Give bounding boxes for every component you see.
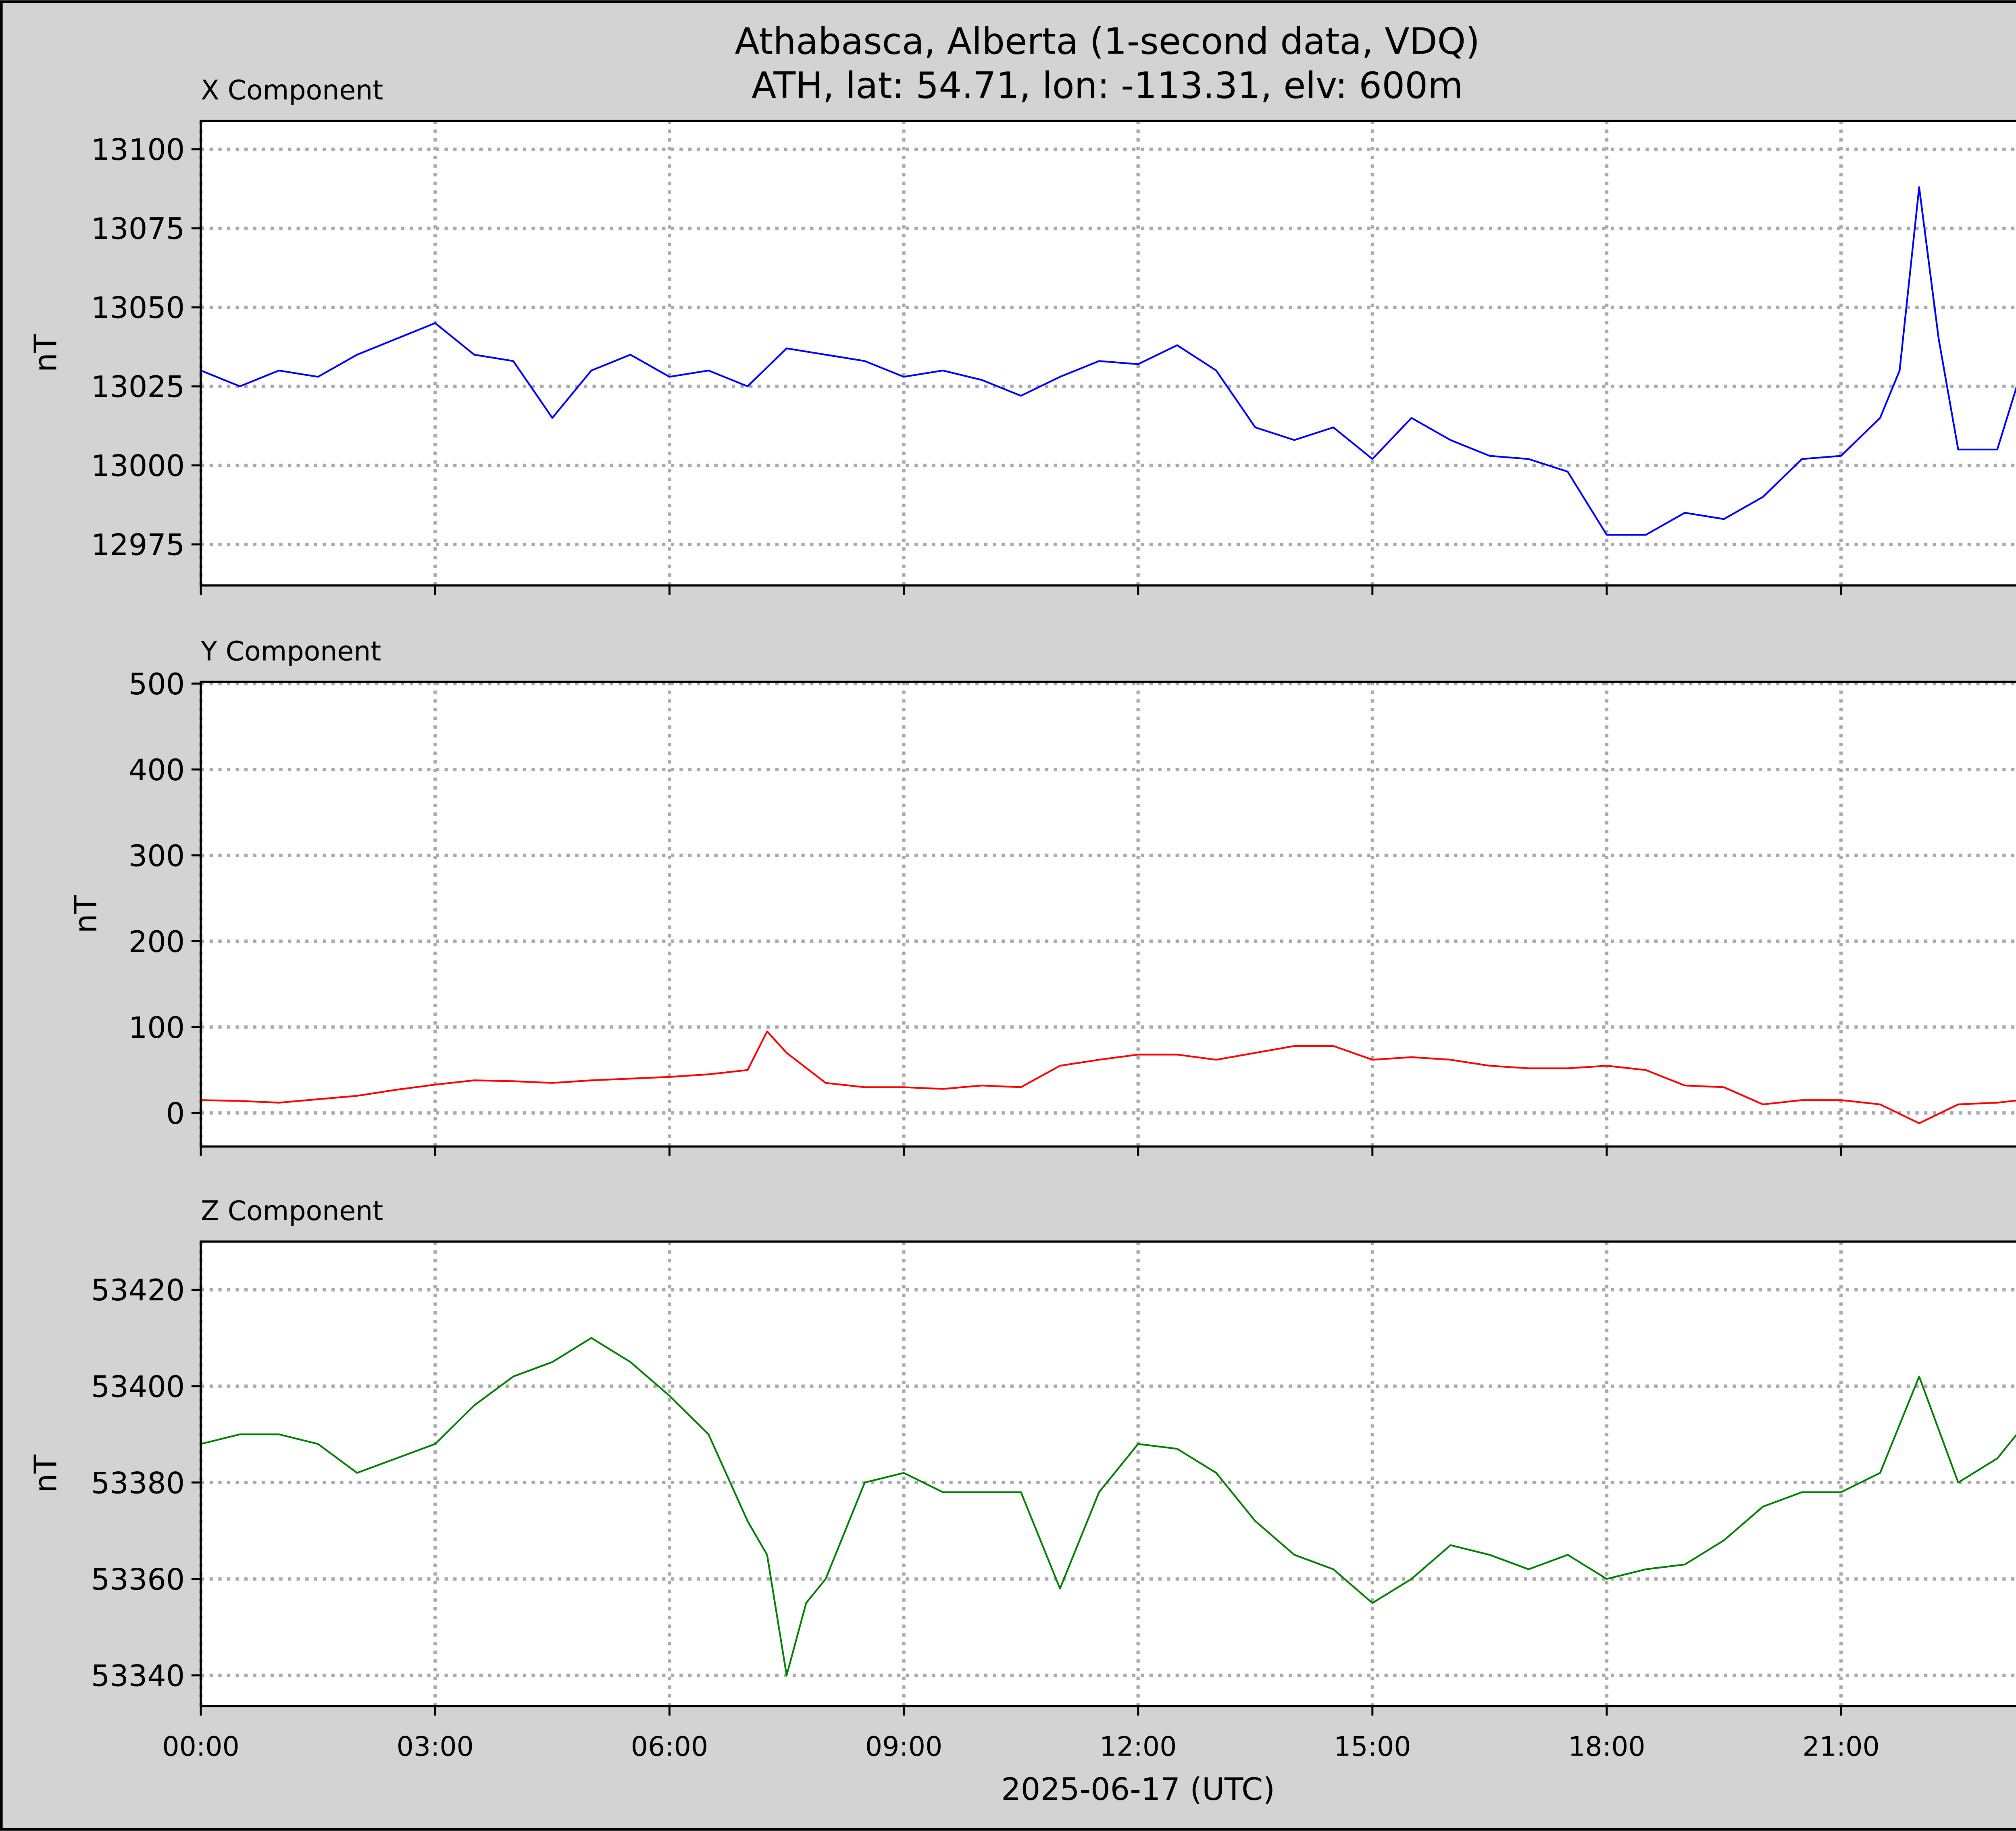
y-tick-label: 13000 [91, 449, 185, 483]
x-tick-label: 03:00 [397, 1731, 474, 1762]
y-tick-label: 53420 [91, 1273, 185, 1308]
x-tick-label: 12:00 [1100, 1731, 1177, 1762]
y-tick-label: 53400 [91, 1370, 185, 1404]
y-tick-label: 53360 [91, 1562, 185, 1597]
y-tick-label: 100 [129, 1011, 185, 1045]
y-tick-label: 500 [129, 667, 185, 702]
plot-area [201, 121, 2016, 585]
y-tick-label: 13025 [91, 370, 185, 404]
plot-area [201, 682, 2016, 1147]
y-tick-label: 400 [129, 753, 185, 787]
x-axis-label: 2025-06-17 (UTC) [1001, 1772, 1275, 1808]
y-axis-label: nT [68, 895, 104, 933]
y-tick-label: 53380 [91, 1466, 185, 1500]
y-axis-label: nT [28, 334, 64, 372]
y-tick-label: 0 [166, 1097, 185, 1131]
panel-title: Y Component [200, 635, 381, 667]
x-tick-label: 09:00 [865, 1731, 942, 1762]
y-tick-label: 300 [129, 839, 185, 873]
y-tick-label: 12975 [91, 528, 185, 562]
x-tick-label: 21:00 [1802, 1731, 1879, 1762]
plot-area [201, 1241, 2016, 1706]
title: Athabasca, Alberta (1-second data, VDQ) [735, 21, 1480, 63]
x-tick-label: 00:00 [162, 1731, 239, 1762]
y-tick-label: 13075 [91, 212, 185, 246]
panel-title: Z Component [201, 1195, 383, 1227]
y-tick-label: 13100 [91, 133, 185, 167]
data-line [200, 186, 2016, 536]
subtitle: ATH, lat: 54.71, lon: -113.31, elv: 600m [752, 65, 1463, 107]
y-tick-label: 200 [129, 925, 185, 959]
y-axis-label: nT [28, 1454, 64, 1493]
x-tick-label: 06:00 [631, 1731, 708, 1762]
plot-frame [200, 681, 2016, 1148]
data-line [200, 1337, 2016, 1677]
y-tick-label: 13050 [91, 291, 185, 325]
plot-frame [200, 119, 2016, 587]
y-tick-label: 53340 [91, 1659, 185, 1693]
x-tick-label: 18:00 [1568, 1731, 1645, 1762]
x-tick-label: 15:00 [1334, 1731, 1411, 1762]
plot-frame [200, 1240, 2016, 1708]
panel-title: X Component [201, 74, 383, 106]
data-line [201, 1030, 2016, 1124]
